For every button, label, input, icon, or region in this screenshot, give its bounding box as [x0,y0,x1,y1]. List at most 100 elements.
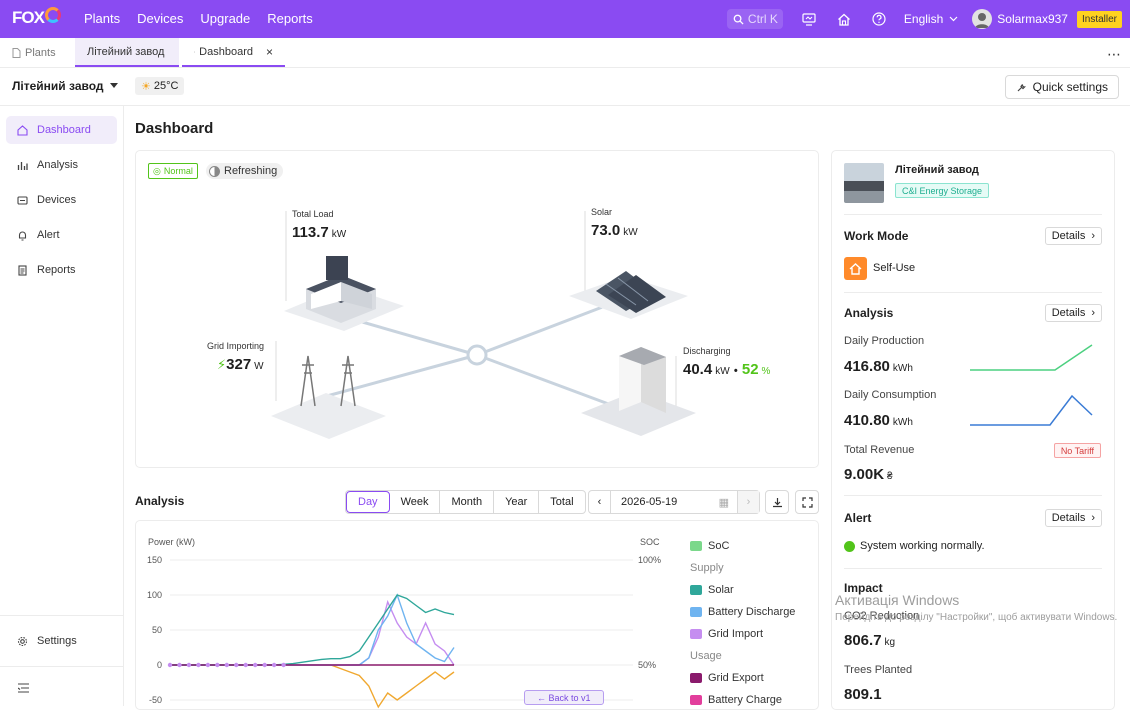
plant-card-name: Літейний завод [895,164,979,176]
energy-flow-card: ◎ Normal Refreshing [135,150,819,468]
range-week[interactable]: Week [390,491,441,513]
sidebar-item-dashboard[interactable]: Dashboard [6,116,117,144]
range-selector: Day Week Month Year Total [345,490,586,514]
back-to-v1-button[interactable]: ← Back to v1 [524,690,604,705]
prev-date-button[interactable]: ‹ [589,491,611,513]
refresh-badge[interactable]: Refreshing [206,163,284,179]
legend-swatch [690,695,702,705]
series-point [281,662,286,668]
legend-item-solar[interactable]: Solar [690,579,795,601]
y-tick-label: 100 [147,590,162,600]
logo-text: FOX [12,8,45,27]
user-menu[interactable]: Solarmax937 Installer [972,9,1122,29]
tab-plants[interactable]: Plants [0,38,74,67]
series-point [234,662,239,668]
range-month[interactable]: Month [440,491,495,513]
search-icon [733,14,744,25]
legend-item-soc[interactable]: SoC [690,535,795,557]
series-point [243,662,248,668]
energy-flow-diagram [271,211,696,439]
range-year[interactable]: Year [494,491,540,513]
legend-item-battery-charge[interactable]: Battery Charge [690,689,795,709]
chart-legend: SoC Supply Solar Battery Discharge Grid … [690,535,795,709]
refresh-text: Refreshing [224,165,278,177]
details-label: Details [1051,307,1086,319]
page-tabs: Plants Літейний завод Dashboard × ⋯ [0,38,1130,68]
legend-item-grid-import[interactable]: Grid Import [690,623,795,645]
work-mode-title: Work Mode [844,229,909,243]
fox-ess-logo[interactable]: FOX [12,7,61,28]
divider [844,568,1102,569]
total-revenue-number: 9.00K [844,466,885,483]
alert-details-button[interactable]: Details › [1044,509,1102,527]
tab-dashboard[interactable]: Dashboard × [182,38,285,67]
home-icon[interactable] [834,9,854,29]
legend-label: SoC [708,540,730,552]
alert-message: System working normally. [860,540,985,552]
calendar-icon[interactable]: ▦ [718,496,729,509]
sidebar-item-settings[interactable]: Settings [6,627,117,655]
next-date-button[interactable]: › [737,491,759,513]
sidebar-item-label: Alert [37,229,60,241]
sidebar-item-devices[interactable]: Devices [6,186,117,214]
solar-label: Solar [591,207,613,217]
date-value[interactable]: 2026-05-19 [621,496,678,508]
main-nav: Plants Devices Upgrade Reports [84,11,313,26]
more-icon[interactable]: ⋯ [1107,46,1122,62]
nav-reports[interactable]: Reports [267,11,313,26]
plant-thumbnail[interactable] [844,163,884,203]
user-name: Solarmax937 [997,12,1068,26]
chevron-right-icon: › [1091,512,1095,524]
total-revenue-label: Total Revenue [844,444,915,456]
range-day[interactable]: Day [346,491,390,513]
logo-ring-icon [44,7,61,23]
page-scrollbar[interactable] [1122,106,1128,706]
series-line-usage [170,664,455,709]
legend-item-grid-export[interactable]: Grid Export [690,667,795,689]
series-point [205,662,211,668]
language-selector[interactable]: English [904,12,958,26]
alert-title: Alert [844,511,872,525]
top-navigation-bar: FOX Plants Devices Upgrade Reports Ctrl … [0,0,1130,38]
work-mode-value: Self-Use [873,262,916,274]
battery-number: 40.4 [683,361,713,378]
battery-soc-unit: % [761,366,771,377]
collapse-menu-icon[interactable] [17,682,29,696]
y-tick-label: -50 [149,695,162,705]
daily-production-unit: kWh [892,363,913,374]
page-title: Dashboard [135,120,214,137]
sidebar-item-analysis[interactable]: Analysis [6,151,117,179]
nav-upgrade[interactable]: Upgrade [200,11,251,26]
y-tick-label-right: 50% [638,660,656,670]
factory-illustration [284,256,404,331]
battery-value: 40.4 kW • 52% [683,361,770,378]
quick-settings-button[interactable]: Quick settings [1004,75,1119,99]
daily-consumption-number: 410.80 [844,412,890,429]
plant-selector[interactable]: Літейний завод [12,79,118,93]
nav-devices[interactable]: Devices [137,11,184,26]
analysis-details-button[interactable]: Details › [1044,304,1102,322]
nav-plants[interactable]: Plants [84,11,121,26]
tab-plant[interactable]: Літейний завод [75,38,179,67]
download-button[interactable] [765,490,789,514]
series-point [186,662,192,668]
y-tick-label-right: 100% [638,555,661,565]
sidebar-item-reports[interactable]: Reports [6,256,117,284]
legend-item-battery-discharge[interactable]: Battery Discharge [690,601,795,623]
sidebar-divider [0,615,124,616]
refresh-icon [209,165,220,177]
sidebar-item-label: Reports [37,264,76,276]
range-total[interactable]: Total [550,496,574,508]
sidebar-item-alert[interactable]: Alert [6,221,117,249]
search-shortcut: Ctrl K [747,12,778,26]
close-icon[interactable]: × [265,44,273,59]
work-mode-details-button[interactable]: Details › [1044,227,1102,245]
series-point [196,662,201,668]
trees-value: 809.1 [844,686,882,703]
search-button[interactable]: Ctrl K [726,9,783,29]
help-icon[interactable] [869,9,889,29]
co2-unit: kg [884,637,896,648]
device-icon [17,195,28,205]
fullscreen-button[interactable] [795,490,819,514]
screen-monitor-icon[interactable] [799,9,819,29]
